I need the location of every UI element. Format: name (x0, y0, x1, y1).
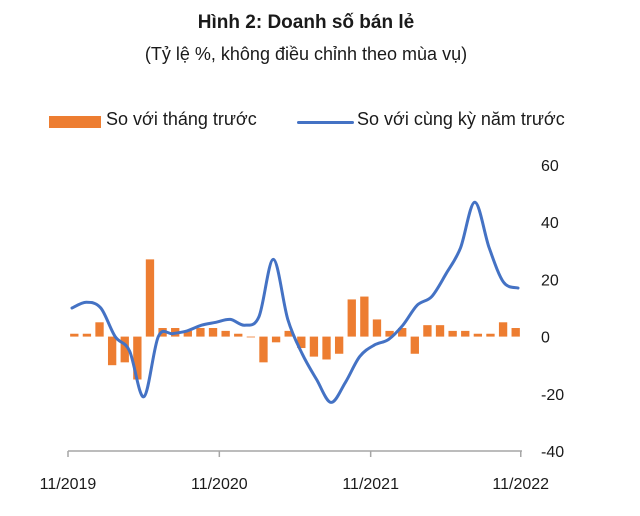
bar (309, 336, 319, 357)
bar (120, 336, 129, 363)
bar (347, 299, 356, 337)
x-tick-label: 11/2019 (40, 476, 97, 493)
chart-title: Hình 2: Doanh số bán lẻ (197, 12, 415, 33)
legend-bar-swatch (49, 116, 101, 128)
bar (498, 322, 508, 337)
y-tick-label: 20 (541, 272, 559, 289)
bar (448, 330, 457, 337)
y-tick-label: -40 (541, 444, 564, 461)
bar (398, 328, 407, 337)
bar (70, 333, 79, 337)
x-tick-label: 11/2021 (342, 476, 399, 493)
bar (360, 296, 369, 337)
y-tick-label: 0 (541, 330, 550, 347)
bar (385, 330, 394, 337)
bar (271, 336, 281, 343)
bar (196, 328, 205, 337)
chart-legend: So với tháng trước So với cùng kỳ năm tr… (0, 109, 640, 135)
legend-line-label: So với cùng kỳ năm trước (357, 109, 565, 129)
bar (334, 336, 344, 354)
bar (435, 325, 445, 337)
y-tick-label: 60 (541, 158, 559, 175)
bar (473, 333, 483, 337)
bar (246, 336, 256, 338)
bar (461, 330, 470, 337)
bar (486, 333, 495, 337)
bar (107, 336, 117, 366)
bar (183, 330, 192, 337)
bar (95, 322, 104, 337)
bar (208, 328, 218, 337)
bar (221, 330, 230, 337)
chart-subtitle: (Tỷ lệ %, không điều chỉnh theo mùa vụ) (144, 44, 468, 64)
bar (511, 328, 520, 337)
bar (82, 333, 92, 337)
bar (423, 325, 432, 337)
legend-line-swatch (297, 121, 354, 124)
bar (410, 336, 419, 354)
legend-bar-label: So với tháng trước (106, 109, 257, 129)
bar (322, 336, 331, 360)
y-tick-label: -20 (541, 387, 564, 404)
bar (145, 259, 155, 337)
bar (297, 336, 306, 349)
bar (234, 333, 243, 337)
bar (259, 336, 268, 363)
series-line-yoy (70, 200, 520, 404)
x-tick-label: 11/2022 (492, 476, 549, 493)
bar (284, 330, 293, 337)
bar (133, 336, 142, 380)
bar (372, 319, 382, 337)
x-tick-label: 11/2020 (191, 476, 248, 493)
y-tick-label: 40 (541, 215, 559, 232)
